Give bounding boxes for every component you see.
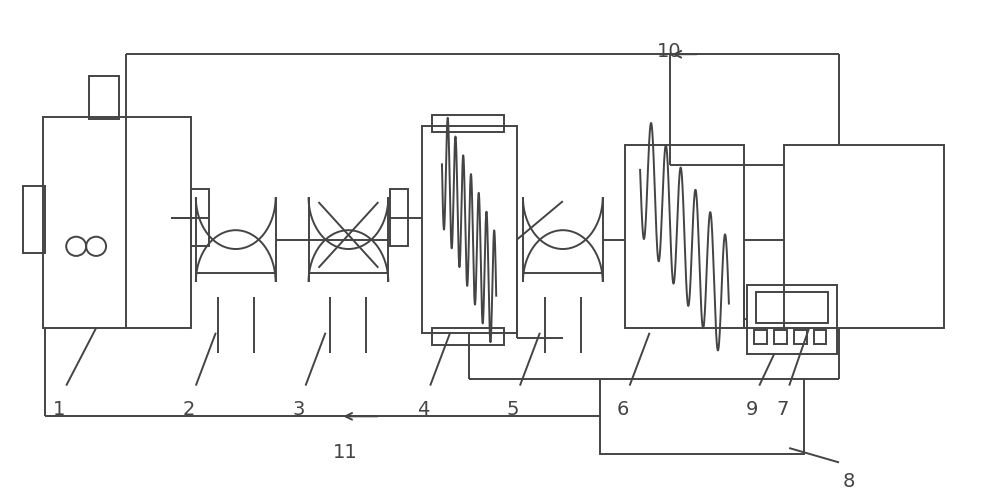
Text: 11: 11 <box>333 443 358 462</box>
Text: 2: 2 <box>183 400 195 419</box>
Text: 6: 6 <box>616 400 629 419</box>
Text: 4: 4 <box>417 400 429 419</box>
Bar <box>756 292 828 323</box>
Text: 9: 9 <box>746 400 758 419</box>
Text: 3: 3 <box>292 400 305 419</box>
Text: 8: 8 <box>843 472 855 491</box>
Text: 10: 10 <box>657 42 682 61</box>
Bar <box>43 117 191 328</box>
Bar <box>422 126 517 333</box>
Text: 1: 1 <box>53 400 65 419</box>
Bar <box>784 145 944 328</box>
Bar <box>432 115 504 132</box>
Text: 5: 5 <box>507 400 519 419</box>
Bar <box>794 330 807 344</box>
Bar <box>814 330 826 344</box>
Bar <box>89 76 119 119</box>
Bar <box>390 189 408 246</box>
Bar <box>754 330 767 344</box>
Bar <box>432 328 504 345</box>
Bar <box>23 186 45 253</box>
Bar <box>625 145 744 328</box>
Text: 7: 7 <box>776 400 788 419</box>
Bar <box>191 189 209 246</box>
Bar <box>600 379 804 454</box>
Bar <box>747 285 837 354</box>
Bar <box>774 330 787 344</box>
